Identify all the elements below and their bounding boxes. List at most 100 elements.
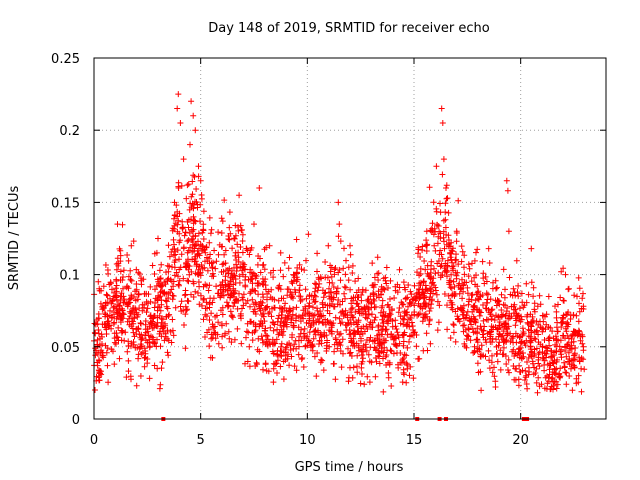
data-point [287,289,294,296]
data-point [174,228,181,235]
data-point [472,318,479,324]
data-point [119,328,126,335]
data-point [421,258,428,264]
data-point [184,238,191,245]
data-point [133,382,140,389]
data-point [200,283,207,290]
data-point [202,249,209,256]
data-point [380,388,387,395]
data-point [250,320,257,326]
data-point [407,299,414,306]
data-point [489,369,496,376]
data-point [192,242,199,249]
data-point [350,314,357,321]
data-point [245,276,252,283]
data-point [422,282,429,289]
data-point [256,185,263,191]
data-point [225,302,232,309]
data-point [321,290,328,297]
data-point [173,269,180,276]
data-point [430,199,437,206]
data-point [522,367,529,374]
data-point [109,297,116,304]
data-point [147,343,153,350]
data-point [203,313,210,320]
data-point [395,309,402,316]
data-point [99,303,106,310]
data-point [504,325,511,332]
data-point [112,292,119,299]
data-point [410,332,417,338]
data-point [336,266,343,273]
data-point [500,266,507,273]
data-point [423,237,430,244]
data-point [166,263,173,270]
data-point [533,345,540,352]
data-point [563,311,570,318]
data-point [243,328,250,335]
data-point [283,316,290,323]
data-point [136,331,143,338]
data-point [331,303,338,310]
data-point [113,341,119,347]
data-point [568,365,574,372]
data-point [488,328,494,335]
data-point [560,265,567,272]
data-point [188,268,195,275]
data-point [190,112,197,119]
data-point [367,344,374,351]
data-point [229,245,236,252]
data-point [371,337,378,344]
data-point [165,290,172,297]
data-point [238,340,245,347]
data-point [576,328,583,335]
data-point [473,249,479,256]
data-point [434,327,441,334]
data-point [578,305,585,312]
data-point [182,229,189,236]
data-point [344,312,351,319]
data-point [263,304,270,311]
data-point [532,336,539,343]
data-point [528,329,535,336]
data-point [188,204,195,211]
data-point [265,310,272,317]
data-point [558,319,565,326]
data-point [292,337,299,344]
data-point [340,313,347,319]
data-point [473,336,480,343]
data-point [125,343,132,349]
data-point [432,287,439,294]
data-point [141,363,148,370]
data-point [236,273,243,280]
data-point [478,351,484,358]
data-point [369,260,376,267]
data-point [442,200,449,207]
data-point [580,290,586,297]
data-point [232,280,239,286]
data-point [471,349,478,355]
data-point [441,245,448,252]
data-point [575,274,582,281]
data-point [347,251,354,258]
data-point [424,347,431,354]
data-point [444,302,450,309]
data-point [222,273,229,280]
data-point [437,263,444,270]
data-point [204,267,211,274]
data-point [515,382,522,389]
data-point [301,267,308,274]
data-point [474,283,481,290]
data-point [371,317,378,323]
data-point [427,290,434,297]
data-point [486,365,493,372]
data-point [394,281,401,288]
data-point [532,370,539,376]
data-point [492,297,499,304]
data-point [287,347,294,353]
data-point [565,335,572,342]
data-point [282,356,289,363]
data-point [200,236,207,242]
data-point [348,306,355,312]
data-point [120,274,126,280]
